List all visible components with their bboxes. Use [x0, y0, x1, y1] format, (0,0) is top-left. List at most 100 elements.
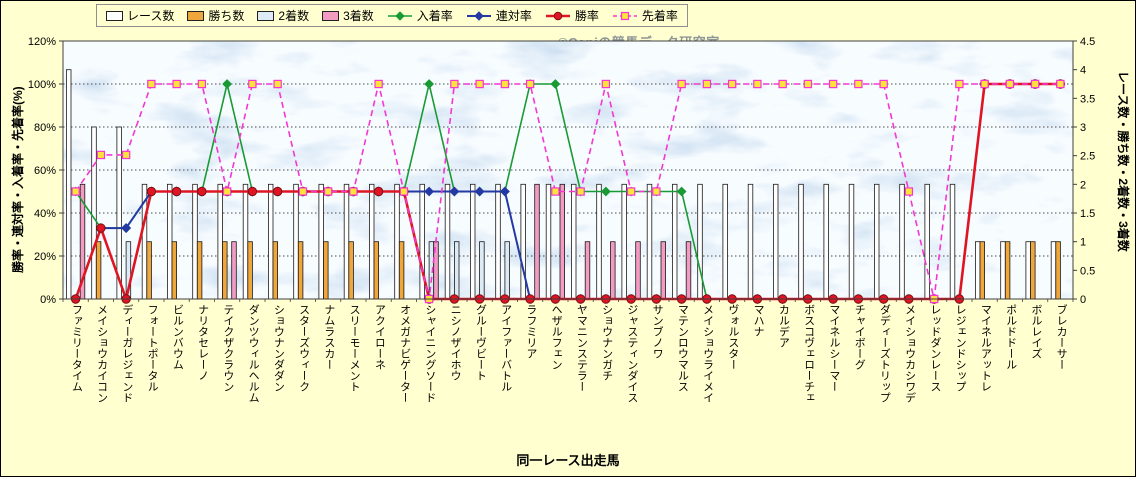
bar-win-count: [95, 241, 102, 300]
marker-precede-rate: [96, 150, 106, 160]
x-category-label: ボルレイズ: [1029, 304, 1042, 359]
right-axis-tick: 2.5: [1080, 151, 1095, 163]
marker-precede-rate: [803, 79, 813, 89]
marker-win-rate: [197, 186, 207, 197]
left-axis-tick: 120%: [28, 36, 56, 48]
marker-precede-rate: [753, 79, 762, 89]
x-category-slot: ダンツウィルヘルム: [240, 304, 265, 450]
x-category-slot: ヤマニンステラー: [568, 304, 593, 450]
marker-precede-rate: [121, 150, 131, 160]
x-category-label: ヘザルフェン: [550, 304, 563, 370]
marker-precede-rate: [652, 187, 661, 196]
marker-placing-rate: [222, 79, 233, 89]
marker-precede-rate: [879, 79, 888, 89]
bar-race-count: [343, 183, 350, 300]
bar-win-count: [171, 241, 177, 300]
bar-race-count: [798, 183, 804, 300]
x-category-label: レッドダンレース: [928, 304, 941, 392]
marker-precede-rate: [147, 79, 156, 89]
bar-win-count: [979, 241, 985, 300]
x-category-label: マテンロウマルス: [676, 304, 689, 392]
x-category-slot: ニシノザイホウ: [442, 304, 467, 450]
x-category-slot: メイショウカイコン: [88, 304, 113, 450]
bar-third-count: [635, 241, 641, 300]
marker-placing-rate: [550, 79, 561, 89]
bar-race-count: [596, 183, 602, 300]
bar-win-count: [222, 241, 228, 300]
bar-second-count: [453, 241, 460, 300]
legend-label: 2着数: [278, 9, 310, 23]
bar-third-count: [534, 183, 540, 300]
bar-third-count: [584, 241, 591, 300]
x-axis-title: 同一レース出走馬: [516, 453, 620, 468]
legend-item-win-rate: 勝率: [545, 7, 599, 24]
x-category-label: ナリタセレーノ: [196, 304, 209, 381]
x-category-slot: マイネルシーマー: [821, 304, 846, 450]
marker-precede-rate: [1056, 79, 1065, 89]
x-category-slot: ビルンバウム: [164, 304, 189, 450]
marker-precede-rate: [248, 79, 257, 89]
legend-swatch-race-count: [106, 10, 123, 21]
x-axis-labels: ファミリータイム メイショウカイコン ディーガレジェンド フォートポータル ビルンバウム…: [63, 304, 1073, 450]
bar-second-count: [479, 241, 485, 300]
x-category-slot: ファミリータイム: [63, 304, 88, 450]
marker-quinella-rate: [424, 186, 435, 197]
marker-placing-rate: [424, 79, 435, 89]
x-category-label: ショウナンダダン: [272, 304, 285, 392]
x-category-label: ブレカーサー: [1055, 304, 1068, 370]
right-axis-tick: 1: [1080, 237, 1086, 249]
bar-race-count: [293, 183, 299, 300]
marker-precede-rate: [702, 79, 712, 89]
bar-race-count: [1050, 241, 1057, 300]
marker-win-rate: [247, 186, 258, 197]
legend-label: レース数: [127, 9, 175, 23]
right-axis-tick: 4: [1080, 65, 1086, 77]
marker-win-rate: [373, 186, 384, 197]
bar-third-count: [610, 241, 616, 300]
bar-win-count: [146, 241, 152, 300]
x-category-label: ニシノザイホウ: [449, 304, 462, 381]
bar-race-count: [899, 183, 905, 300]
x-category-slot: スリーモーメント: [341, 304, 366, 450]
marker-quinella-rate: [474, 186, 485, 197]
marker-quinella-rate: [499, 186, 510, 197]
x-category-slot: ダディーズトリップ: [871, 304, 896, 450]
x-category-label: マイネルシーマー: [827, 304, 840, 392]
x-category-label: スターズウィーク: [297, 304, 310, 392]
bar-win-count: [272, 241, 278, 300]
x-category-label: ヤマニンステラー: [575, 304, 588, 392]
x-category-slot: ナリタセレーノ: [189, 304, 214, 450]
x-category-label: テイクザクラウン: [221, 304, 234, 392]
right-axis-tick: 4.5: [1080, 36, 1095, 48]
x-category-label: サンブノワ: [651, 304, 664, 359]
marker-precede-rate: [828, 79, 838, 89]
bar-race-count: [874, 183, 880, 300]
marker-precede-rate: [450, 79, 459, 89]
x-category-slot: スターズウィーク: [290, 304, 315, 450]
legend-item-win-count: 勝ち数: [187, 7, 244, 24]
legend-label: 勝ち数: [208, 9, 245, 23]
x-category-slot: メイショウカシワデ: [896, 304, 921, 450]
bar-second-count: [504, 241, 510, 300]
legend-item-second-count: 2着数: [257, 7, 309, 24]
x-category-slot: ポルドドール: [997, 304, 1022, 450]
marker-precede-rate: [980, 79, 989, 89]
legend-item-placing-rate: 入着率: [387, 7, 453, 24]
bars-third-count: [79, 183, 692, 300]
x-category-slot: レッドダンレース: [922, 304, 947, 450]
legend-swatch-placing-rate: [387, 10, 412, 21]
bar-race-count: [545, 183, 552, 300]
marker-precede-rate: [677, 79, 686, 89]
bar-race-count: [368, 183, 375, 300]
marker-placing-rate: [600, 186, 611, 197]
marker-win-rate: [96, 223, 106, 233]
marker-precede-rate: [197, 79, 207, 89]
legend-item-precede-rate: 先着率: [612, 7, 678, 24]
legend-swatch-second-count: [257, 10, 275, 21]
bar-third-count: [231, 241, 237, 300]
x-category-label: ヴォルスター: [726, 304, 739, 370]
marker-win-rate: [272, 186, 283, 197]
marker-precede-rate: [374, 79, 383, 89]
